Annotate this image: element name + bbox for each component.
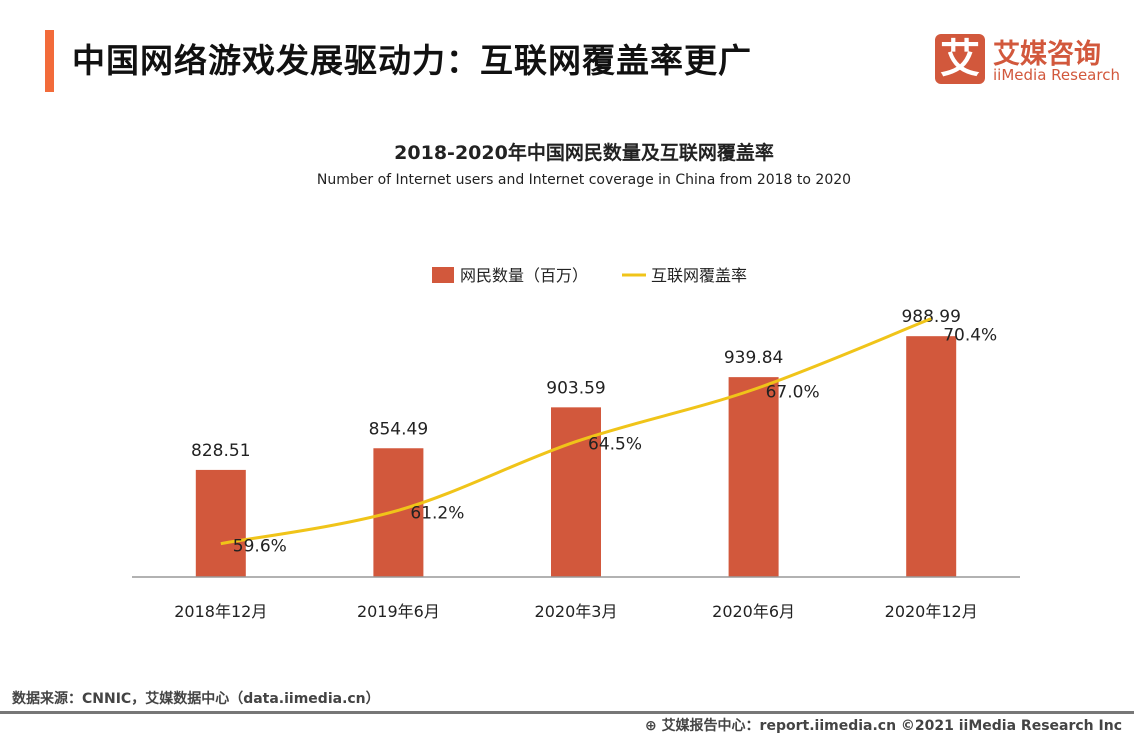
bar-label: 903.59 xyxy=(546,378,605,398)
line-label: 64.5% xyxy=(588,435,642,455)
globe-icon: ⊕ xyxy=(644,718,662,734)
x-tick-label: 2020年12月 xyxy=(885,602,978,621)
logo: 艾 艾媒咨询 iiMedia Research xyxy=(935,34,1120,86)
footer-rule xyxy=(0,711,1134,714)
bar-label: 854.49 xyxy=(369,419,428,439)
title-accent xyxy=(45,30,54,92)
x-tick-label: 2020年6月 xyxy=(712,602,795,621)
line-label: 70.4% xyxy=(943,326,997,346)
coverage-line xyxy=(220,317,932,546)
line-label: 67.0% xyxy=(766,383,820,403)
chart-title: 2018-2020年中国网民数量及互联网覆盖率 xyxy=(394,142,774,164)
chart-subtitle: Number of Internet users and Internet co… xyxy=(316,172,852,188)
logo-en: iiMedia Research xyxy=(993,66,1120,84)
footer-credit: ⊕ 艾媒报告中心：report.iimedia.cn ©2021 iiMedia… xyxy=(645,715,1122,735)
x-tick-label: 2020年3月 xyxy=(535,602,618,621)
bar-label: 988.99 xyxy=(901,307,960,327)
line-label: 59.6% xyxy=(233,537,287,557)
bar xyxy=(373,448,424,577)
x-tick-label: 2019年6月 xyxy=(357,602,440,621)
logo-mark: 艾 xyxy=(935,34,985,84)
bar xyxy=(195,469,246,577)
line-label: 61.2% xyxy=(410,503,464,523)
legend-bar-swatch xyxy=(432,267,454,283)
bar xyxy=(906,336,957,577)
bar-label: 939.84 xyxy=(724,348,783,368)
bar xyxy=(728,377,779,577)
x-tick-label: 2018年12月 xyxy=(174,602,267,621)
source-note: 数据来源：CNNIC，艾媒数据中心（data.iimedia.cn） xyxy=(12,691,380,707)
legend-line-label: 互联网覆盖率 xyxy=(651,266,747,285)
page-title: 中国网络游戏发展驱动力：互联网覆盖率更广 xyxy=(72,41,752,80)
bar-label: 828.51 xyxy=(191,441,250,461)
logo-cn: 艾媒咨询 xyxy=(993,39,1101,70)
legend-bar-label: 网民数量（百万） xyxy=(460,266,588,285)
footer-credit-text: 艾媒报告中心：report.iimedia.cn ©2021 iiMedia R… xyxy=(661,718,1122,734)
bar xyxy=(551,407,601,577)
